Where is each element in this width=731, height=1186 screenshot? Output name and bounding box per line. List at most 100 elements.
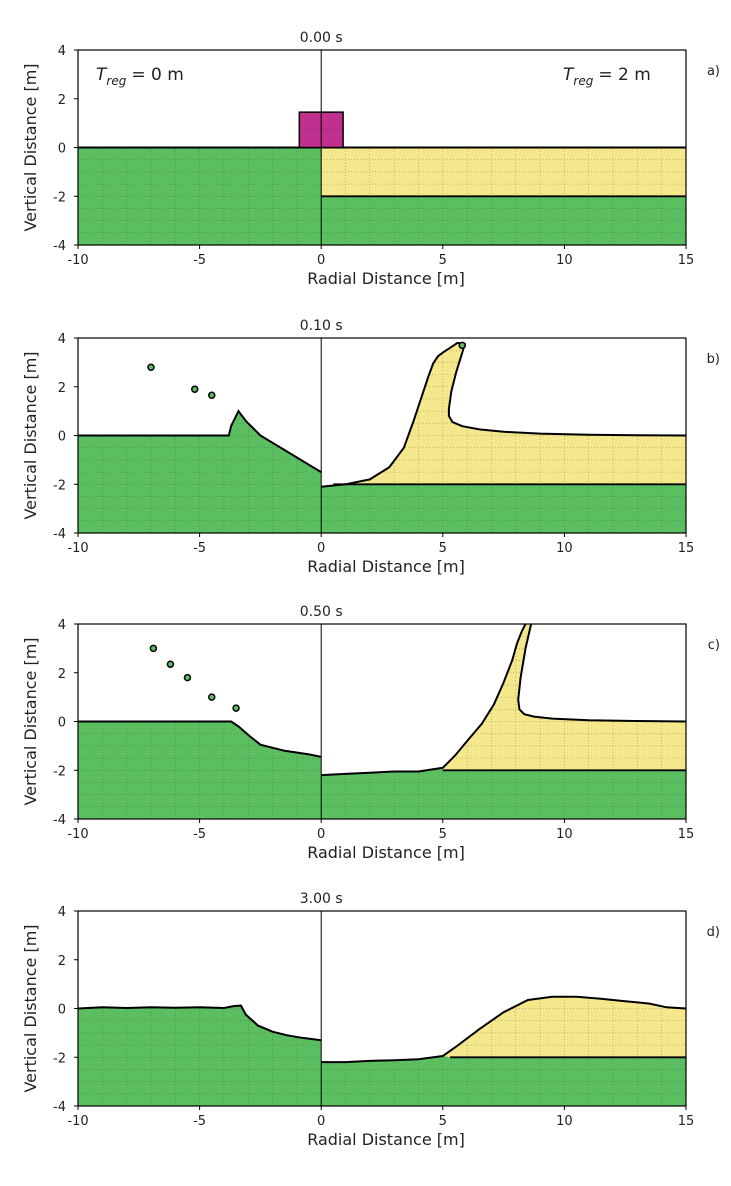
ejecta-particle xyxy=(183,673,192,682)
ejecta-particle xyxy=(208,391,216,400)
panel-title: 0.10 s xyxy=(300,318,343,334)
plot-area xyxy=(78,911,686,1106)
x-tick-label: 0 xyxy=(317,827,325,842)
y-tick-label: -4 xyxy=(53,527,66,542)
ejecta-particle xyxy=(208,693,216,701)
y-axis-label: Vertical Distance [m] xyxy=(21,924,40,1092)
ejecta-particle xyxy=(149,644,158,653)
x-tick-label: -5 xyxy=(193,253,206,268)
x-tick-label: -10 xyxy=(67,541,88,556)
plot-area xyxy=(78,50,686,245)
x-tick-label: 15 xyxy=(678,253,695,268)
x-tick-label: 5 xyxy=(439,827,447,842)
ejecta-particle xyxy=(232,704,240,712)
sky-mask-right xyxy=(321,50,686,148)
chart-panel: -10 -5 0 5 10 15 -4 -2 0 2 4 3.00 s Radial Distance … xyxy=(21,891,720,1149)
thickness-annotation-left: Treg = 0 m xyxy=(96,65,184,88)
panel-label: b) xyxy=(707,352,720,367)
y-tick-label: 0 xyxy=(58,1003,66,1018)
y-axis-label: Vertical Distance [m] xyxy=(21,637,40,805)
x-tick-label: -5 xyxy=(193,541,206,556)
x-tick-label: 5 xyxy=(439,253,447,268)
panel-title: 0.50 s xyxy=(300,604,343,620)
chart-panel: -10 -5 0 5 10 15 -4 -2 0 2 4 0.50 s Radial Distance … xyxy=(21,604,720,862)
target-fill-right xyxy=(321,767,686,819)
sky-mask-left xyxy=(78,911,322,1041)
annotation-subscript: reg xyxy=(573,74,593,88)
x-axis-label: Radial Distance [m] xyxy=(307,843,465,862)
x-tick-label: 15 xyxy=(678,827,695,842)
x-tick-label: 15 xyxy=(678,541,695,556)
thickness-annotation-right: Treg = 2 m xyxy=(563,65,651,88)
x-tick-label: -10 xyxy=(67,253,88,268)
y-tick-label: 0 xyxy=(58,142,66,157)
chart-panel: -10 -5 0 5 10 15 -4 -2 0 2 4 0.00 s Radial Distance … xyxy=(21,30,720,288)
surface-line-left xyxy=(78,1004,322,1042)
y-tick-label: -4 xyxy=(53,1100,66,1115)
surface-line-right xyxy=(321,624,686,777)
x-tick-label: 0 xyxy=(317,1114,325,1129)
x-tick-label: 10 xyxy=(556,541,573,556)
y-tick-label: 4 xyxy=(58,905,66,920)
x-axis-label: Radial Distance [m] xyxy=(307,557,465,576)
x-tick-label: 10 xyxy=(556,253,573,268)
x-tick-label: 15 xyxy=(678,1114,695,1129)
sky-mask-left xyxy=(78,624,322,757)
annotation-symbol: T xyxy=(563,65,575,85)
panel-title: 3.00 s xyxy=(300,891,343,907)
y-tick-label: 2 xyxy=(58,954,66,969)
ejecta-particle xyxy=(458,341,467,350)
x-tick-label: 0 xyxy=(317,541,325,556)
y-tick-label: -4 xyxy=(53,239,66,254)
y-tick-label: 2 xyxy=(58,667,66,682)
y-tick-label: 0 xyxy=(58,716,66,731)
x-tick-label: 5 xyxy=(439,1114,447,1129)
surface-line-right xyxy=(321,995,686,1064)
panel-label: c) xyxy=(708,638,720,653)
x-tick-label: -5 xyxy=(193,827,206,842)
y-tick-label: 4 xyxy=(58,618,66,633)
x-tick-label: 5 xyxy=(439,541,447,556)
y-tick-label: 2 xyxy=(58,381,66,396)
sky-mask-left xyxy=(78,50,322,148)
surface-line-left xyxy=(78,409,322,473)
panel-title: 0.00 s xyxy=(300,30,343,46)
surface-line-left xyxy=(78,720,322,758)
y-tick-label: 4 xyxy=(58,332,66,347)
target-fill-right xyxy=(321,1056,686,1106)
x-tick-label: -10 xyxy=(67,1114,88,1129)
y-tick-label: -2 xyxy=(53,190,66,205)
x-tick-label: -5 xyxy=(193,1114,206,1129)
y-tick-label: 4 xyxy=(58,44,66,59)
annotation-value: = 2 m xyxy=(598,65,650,85)
y-tick-label: 0 xyxy=(58,430,66,445)
y-tick-label: -4 xyxy=(53,813,66,828)
panel-label: a) xyxy=(707,64,720,79)
plot-area xyxy=(78,624,686,819)
ejecta-particle xyxy=(147,363,155,371)
y-tick-label: -2 xyxy=(53,478,66,493)
sky-mask-right xyxy=(321,911,686,1063)
x-tick-label: 10 xyxy=(556,1114,573,1129)
annotation-value: = 0 m xyxy=(131,65,183,85)
x-tick-label: 0 xyxy=(317,253,325,268)
annotation-symbol: T xyxy=(96,65,108,85)
sky-mask-left xyxy=(78,338,322,473)
y-tick-label: -2 xyxy=(53,764,66,779)
sky-mask-right xyxy=(321,338,686,487)
panel-label: d) xyxy=(707,925,720,940)
x-tick-label: 10 xyxy=(556,827,573,842)
y-axis-label: Vertical Distance [m] xyxy=(21,351,40,519)
chart-panel: -10 -5 0 5 10 15 -4 -2 0 2 4 0.10 s Radial Distance … xyxy=(21,318,720,576)
x-tick-label: -10 xyxy=(67,827,88,842)
x-axis-label: Radial Distance [m] xyxy=(307,1130,465,1149)
annotation-subscript: reg xyxy=(106,74,126,88)
y-tick-label: -2 xyxy=(53,1051,66,1066)
y-axis-label: Vertical Distance [m] xyxy=(21,63,40,231)
target-fill-left xyxy=(78,1005,322,1106)
x-axis-label: Radial Distance [m] xyxy=(307,269,465,288)
ejecta-particle xyxy=(190,385,199,393)
plot-area xyxy=(78,338,686,533)
y-tick-label: 2 xyxy=(58,93,66,108)
